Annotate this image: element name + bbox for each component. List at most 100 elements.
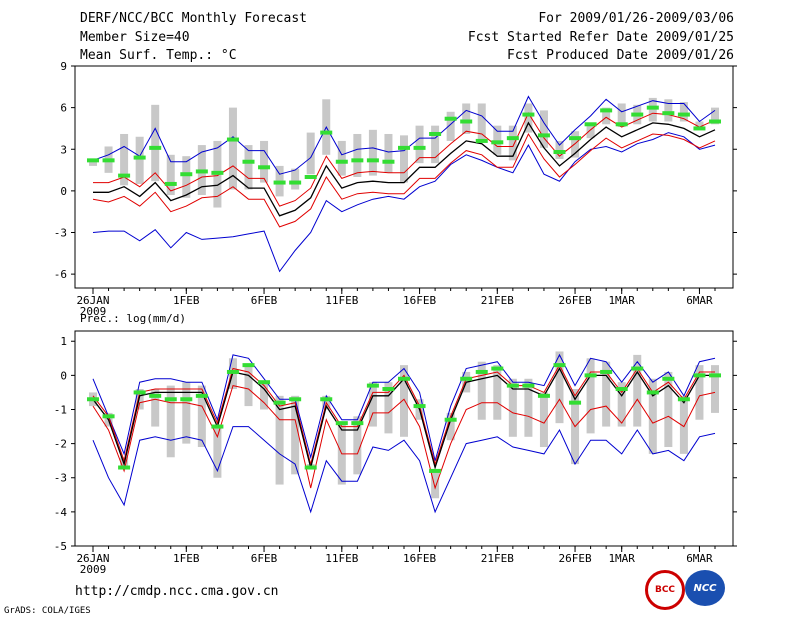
member-marker [335,421,348,426]
x-tick-label: 6FEB [251,294,278,307]
y-tick-label: 3 [60,143,67,156]
member-marker [506,136,519,141]
ensemble-bar [400,135,408,183]
y-tick-label: 1 [60,335,67,348]
ensemble-bar [648,97,657,122]
member-marker [102,158,115,163]
ensemble-bar [244,365,253,407]
ensemble-bar [135,389,144,410]
member-marker [366,158,379,163]
member-marker [646,390,659,395]
member-marker [553,363,566,368]
ensemble-bar [337,140,346,176]
member-marker [320,130,333,135]
ensemble-bar [555,140,564,159]
member-marker [195,169,208,174]
x-tick-label: 26JAN [76,552,109,565]
member-marker [258,380,271,385]
ensemble-bar [306,132,315,175]
x-tick-label: 11FEB [325,552,358,565]
member-marker [522,112,535,117]
ensemble-bar [539,110,548,148]
member-marker [382,387,395,392]
ncc-logo: NCC [685,570,725,606]
ensemble-bar [182,382,191,444]
upper-inner-line [93,112,716,207]
member-marker [584,373,597,378]
member-marker [273,180,286,185]
x-tick-label: 21FEB [481,294,514,307]
x-tick-label: 1MAR [608,552,635,565]
member-marker [693,373,706,378]
ensemble-bar [617,382,626,427]
ensemble-bar [493,125,502,155]
x-tick-label: 16FEB [403,552,436,565]
ensemble-bar [602,361,611,427]
member-marker [242,159,255,164]
footer-url[interactable]: http://cmdp.ncc.cma.gov.cn [75,584,279,599]
y-tick-label: -2 [54,438,67,451]
ensemble-bar [384,382,393,434]
member-marker [118,465,131,470]
member-marker [475,138,488,143]
forecast-period: For 2009/01/26-2009/03/06 [538,11,734,26]
member-marker [615,122,628,127]
ensemble-bar [477,103,486,141]
member-marker [444,116,457,121]
member-marker [304,465,317,470]
ensemble-bar [291,395,300,475]
ensemble-bar [353,133,362,177]
ensemble-bar [664,371,673,448]
member-marker [537,133,550,138]
ensemble-bar [415,125,424,164]
member-marker [226,369,239,374]
ensemble-bar [446,412,455,441]
produced-date: Fcst Produced Date 2009/01/26 [507,48,734,63]
x-tick-label: 1MAR [608,294,635,307]
member-marker [460,119,473,124]
member-marker [164,181,177,186]
ensemble-bar [446,111,455,141]
member-marker [382,159,395,164]
ensemble-bar [648,378,657,454]
member-marker [273,400,286,405]
lower-outer-line [92,132,716,273]
ensemble-bar [695,121,704,128]
member-marker [258,165,271,170]
y-tick-label: 0 [60,369,67,382]
chart-title: DERF/NCC/BCC Monthly Forecast [80,11,307,26]
y-tick-label: -3 [54,227,67,240]
ensemble-bar [244,145,253,190]
member-marker [709,119,721,124]
member-marker [522,383,535,388]
member-marker [677,112,690,117]
ensemble-bar [275,395,284,485]
ensemble-bar [508,378,517,437]
y-tick-label: -1 [54,403,67,416]
y-tick-label: 9 [60,60,67,73]
ensemble-bar [508,125,517,161]
ensemble-bar [679,395,688,454]
mean-line [93,121,716,217]
member-marker [398,376,410,381]
member-marker [133,155,146,160]
member-marker [569,136,582,141]
member-marker [569,400,582,405]
x-tick-label: 6MAR [686,294,713,307]
member-marker [600,108,613,113]
member-marker [87,158,99,163]
ensemble-bar [384,133,393,173]
member-marker [211,170,224,175]
upper-inner-line [92,364,715,466]
member-marker [662,111,675,116]
member-marker [289,180,302,185]
y-tick-label: -4 [54,506,68,519]
member-marker [413,145,426,150]
member-marker [289,397,302,402]
x-tick-label: 1FEB [173,552,200,565]
ensemble-bar [182,156,191,198]
member-marker [429,468,442,473]
member-marker [506,383,519,388]
member-marker [149,393,162,398]
